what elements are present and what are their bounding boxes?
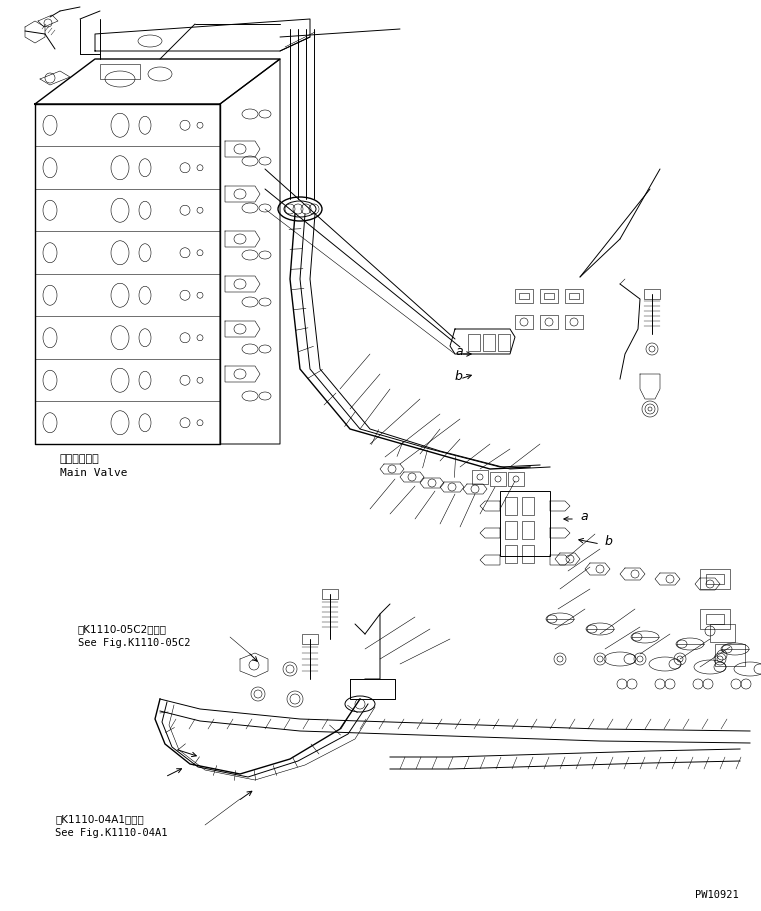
Bar bbox=[515, 290, 533, 303]
Bar bbox=[565, 290, 583, 303]
Text: Main Valve: Main Valve bbox=[60, 467, 128, 477]
Bar bbox=[322, 589, 338, 599]
Bar bbox=[505, 497, 517, 516]
Bar bbox=[522, 521, 534, 539]
Text: a: a bbox=[580, 509, 587, 522]
Text: b: b bbox=[605, 535, 613, 548]
Bar bbox=[522, 497, 534, 516]
Text: メインバルブ: メインバルブ bbox=[60, 454, 100, 464]
Bar bbox=[706, 574, 724, 584]
Text: PW10921: PW10921 bbox=[695, 889, 739, 899]
Bar bbox=[522, 546, 534, 563]
Bar bbox=[100, 65, 140, 80]
Bar bbox=[644, 290, 660, 300]
Bar bbox=[569, 293, 579, 300]
Bar bbox=[302, 634, 318, 644]
Text: See Fig.K1110-05C2: See Fig.K1110-05C2 bbox=[78, 638, 190, 648]
Bar bbox=[700, 609, 730, 630]
Bar bbox=[498, 334, 510, 352]
Bar bbox=[715, 644, 745, 666]
Text: See Fig.K1110-04A1: See Fig.K1110-04A1 bbox=[55, 827, 167, 837]
Bar bbox=[508, 473, 524, 486]
Bar bbox=[544, 293, 554, 300]
Bar bbox=[706, 614, 724, 624]
Text: 第K1110-05C2図参照: 第K1110-05C2図参照 bbox=[78, 623, 167, 633]
Bar bbox=[515, 315, 533, 330]
Bar bbox=[500, 491, 550, 557]
Bar bbox=[490, 473, 506, 486]
Bar bbox=[472, 470, 488, 485]
Bar bbox=[519, 293, 529, 300]
Text: 第K1110-04A1図参照: 第K1110-04A1図参照 bbox=[55, 814, 144, 824]
Bar bbox=[483, 334, 495, 352]
Bar bbox=[540, 315, 558, 330]
Bar bbox=[505, 521, 517, 539]
Text: b: b bbox=[455, 370, 463, 383]
Bar bbox=[700, 569, 730, 589]
Bar bbox=[710, 624, 735, 642]
Bar bbox=[468, 334, 480, 352]
Text: a: a bbox=[455, 344, 463, 358]
Bar bbox=[540, 290, 558, 303]
Bar bbox=[565, 315, 583, 330]
Bar bbox=[505, 546, 517, 563]
